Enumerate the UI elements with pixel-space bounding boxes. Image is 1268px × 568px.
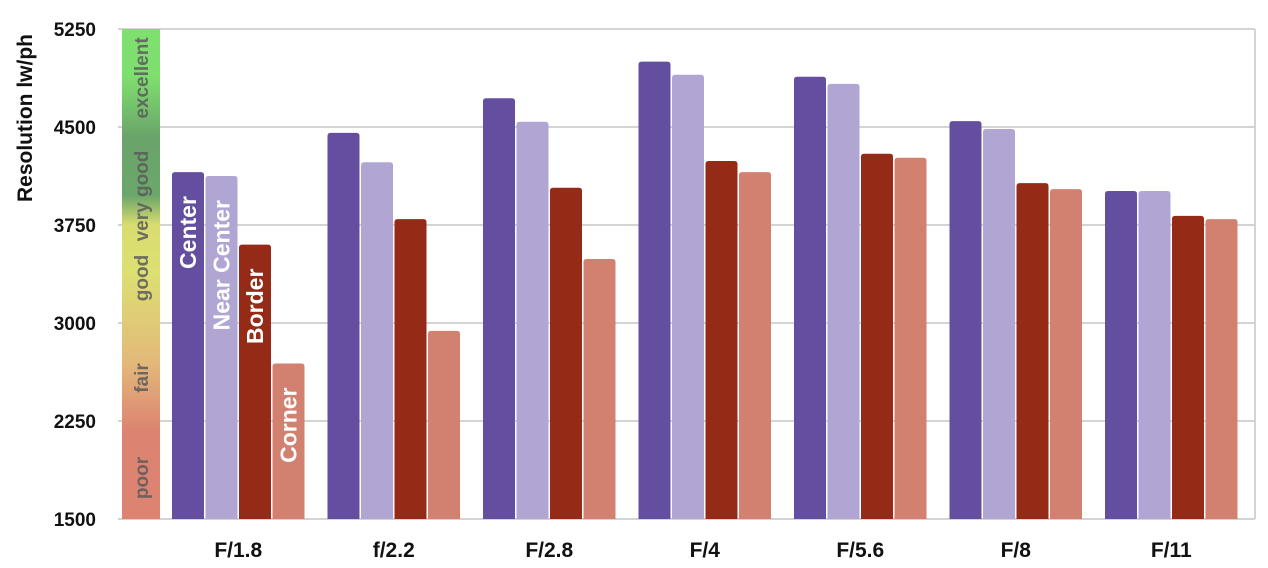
bar-corner <box>583 258 616 519</box>
bar-center <box>172 172 204 519</box>
bar-corner <box>894 157 927 519</box>
bar-near-center <box>516 121 549 520</box>
rating-band-label: poor <box>132 456 153 499</box>
rating-band-label: fair <box>132 363 153 393</box>
bar-near-center <box>361 162 393 519</box>
x-tick-label: F/5.6 <box>836 539 884 562</box>
y-tick-label: 4500 <box>54 118 96 139</box>
bar-center <box>949 121 982 520</box>
bar-center <box>794 76 826 520</box>
rating-band-label: very good <box>132 151 153 242</box>
bar-border <box>1172 215 1204 519</box>
bar-near-center <box>827 83 860 519</box>
bar-corner <box>272 363 305 519</box>
bar-near-center <box>1138 191 1171 519</box>
bar-corner <box>428 330 460 519</box>
x-tick-label: f/2.2 <box>373 539 415 562</box>
bar-border <box>394 219 427 519</box>
bar-corner <box>739 172 771 519</box>
y-axis-label: Resolution lw/ph <box>14 34 37 202</box>
bar-border <box>705 160 738 519</box>
bar-center <box>483 98 515 520</box>
series-label: Corner <box>276 387 302 462</box>
bar-border <box>861 153 893 519</box>
series-label: Border <box>242 269 268 344</box>
bar-corner <box>1205 219 1238 519</box>
bar-center <box>327 132 360 519</box>
bar-near-center <box>983 128 1015 519</box>
bar-near-center <box>672 74 704 519</box>
rating-band-label: excellent <box>132 37 153 119</box>
bar-near-center <box>205 176 238 519</box>
bar-border <box>239 244 271 519</box>
bar-corner <box>1050 189 1082 520</box>
y-tick-label: 3000 <box>54 314 96 335</box>
rating-band-label: good <box>132 255 153 301</box>
x-tick-label: F/1.8 <box>214 539 262 562</box>
x-tick-label: F/2.8 <box>525 539 573 562</box>
y-tick-label: 3750 <box>54 216 96 237</box>
x-tick-label: F/8 <box>1001 539 1032 562</box>
series-label: Center <box>175 196 201 269</box>
rating-band <box>122 29 160 519</box>
x-tick-label: F/4 <box>690 539 721 562</box>
bar-border <box>1016 183 1049 520</box>
bar-border <box>550 187 582 519</box>
x-tick-label: F/11 <box>1151 539 1192 562</box>
y-tick-label: 1500 <box>54 510 96 531</box>
series-label: Near Center <box>209 200 235 330</box>
y-tick-label: 5250 <box>54 20 96 41</box>
y-tick-label: 2250 <box>54 412 96 433</box>
bar-center <box>1105 191 1137 519</box>
bar-center <box>638 61 671 520</box>
